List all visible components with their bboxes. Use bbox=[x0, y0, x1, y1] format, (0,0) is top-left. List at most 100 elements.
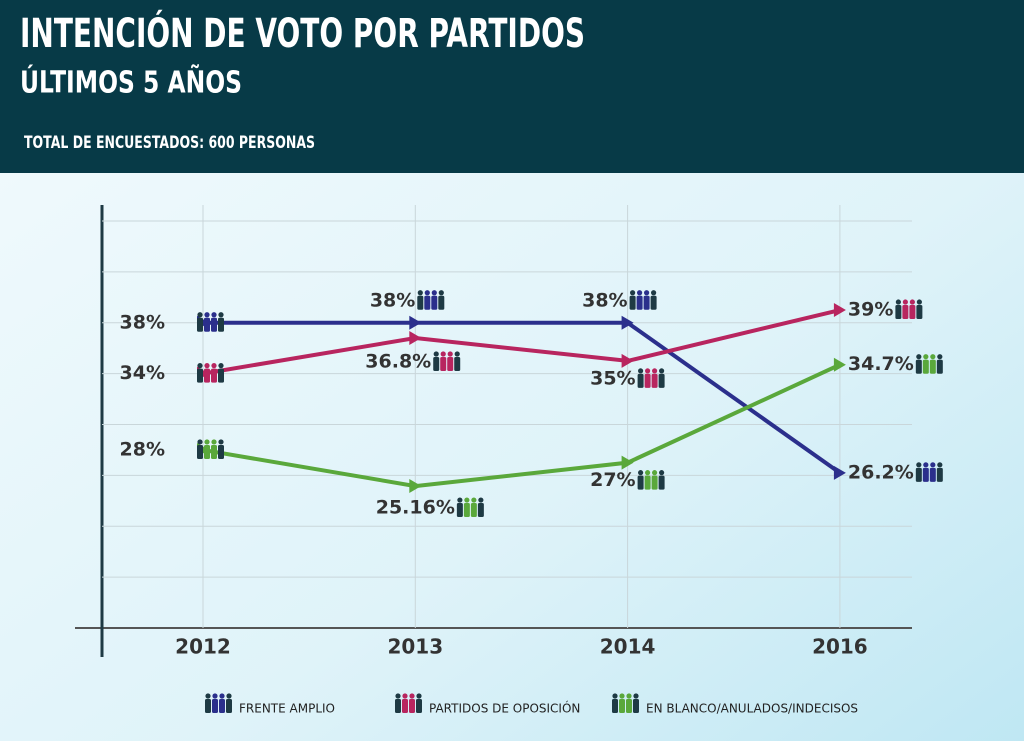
legend-label: EN BLANCO/ANULADOS/INDECISOS bbox=[646, 702, 858, 716]
icon-head bbox=[395, 693, 401, 699]
value-label: 27% bbox=[590, 469, 635, 491]
icon-body bbox=[204, 368, 210, 383]
icon-body bbox=[226, 699, 232, 713]
icon-head bbox=[633, 693, 639, 699]
icon-body bbox=[637, 373, 644, 388]
icon-head bbox=[409, 693, 415, 699]
icon-head bbox=[438, 290, 444, 296]
icon-body bbox=[197, 317, 203, 332]
value-label: 38% bbox=[370, 289, 415, 311]
icon-head bbox=[219, 693, 225, 699]
icon-head bbox=[937, 462, 943, 468]
title: INTENCIÓN DE VOTO POR PARTIDOS bbox=[20, 9, 585, 57]
note: TOTAL DE ENCUESTADOS: 600 PERSONAS bbox=[24, 133, 315, 153]
icon-head bbox=[402, 693, 408, 699]
icon-body bbox=[902, 305, 909, 320]
icon-head bbox=[659, 368, 665, 374]
subtitle: ÚLTIMOS 5 AÑOS bbox=[20, 64, 242, 101]
icon-head bbox=[433, 351, 439, 357]
icon-body bbox=[440, 357, 447, 372]
icon-head bbox=[197, 363, 203, 369]
icon-head bbox=[417, 290, 423, 296]
icon-head bbox=[218, 439, 224, 445]
icon-body bbox=[929, 359, 936, 374]
icon-body bbox=[470, 503, 477, 518]
icon-head bbox=[478, 497, 484, 503]
people-icon bbox=[915, 462, 943, 482]
icon-body bbox=[431, 295, 438, 310]
icon-body bbox=[433, 357, 440, 372]
icon-body bbox=[633, 699, 639, 713]
value-label: 34.7% bbox=[848, 353, 914, 375]
icon-head bbox=[652, 470, 658, 476]
icon-body bbox=[454, 357, 461, 372]
series-line bbox=[202, 362, 841, 489]
value-label: 34% bbox=[120, 362, 165, 384]
icon-head bbox=[645, 470, 651, 476]
icon-body bbox=[936, 467, 943, 482]
icon-head bbox=[645, 368, 651, 374]
icon-head bbox=[930, 462, 936, 468]
icon-body bbox=[658, 373, 665, 388]
header bbox=[0, 0, 1024, 173]
icon-body bbox=[219, 699, 225, 713]
people-icon bbox=[417, 290, 445, 310]
icon-head bbox=[930, 354, 936, 360]
icon-head bbox=[204, 439, 210, 445]
x-tick-label: 2016 bbox=[812, 635, 868, 659]
icon-body bbox=[915, 467, 922, 482]
icon-head bbox=[612, 693, 618, 699]
icon-body bbox=[197, 444, 203, 459]
legend-label: PARTIDOS DE OPOSICIÓN bbox=[429, 701, 580, 716]
icon-body bbox=[650, 295, 657, 310]
icon-head bbox=[218, 312, 224, 318]
icon-body bbox=[915, 359, 922, 374]
icon-body bbox=[477, 503, 484, 518]
icon-head bbox=[218, 363, 224, 369]
point-marker bbox=[621, 353, 634, 368]
people-icon bbox=[197, 312, 224, 332]
icon-head bbox=[923, 462, 929, 468]
icon-body bbox=[211, 368, 217, 383]
icon-body bbox=[402, 699, 408, 713]
people-icon bbox=[895, 299, 923, 320]
value-label: 26.2% bbox=[848, 461, 914, 483]
value-label: 35% bbox=[590, 367, 635, 389]
value-label: 36.8% bbox=[365, 351, 431, 373]
icon-body bbox=[463, 503, 470, 518]
icon-body bbox=[619, 699, 625, 713]
icon-head bbox=[626, 693, 632, 699]
icon-body bbox=[447, 357, 454, 372]
icon-body bbox=[218, 317, 224, 332]
icon-head bbox=[204, 363, 210, 369]
icon-body bbox=[651, 373, 658, 388]
icon-head bbox=[211, 312, 217, 318]
people-icon bbox=[197, 363, 224, 383]
point-marker bbox=[409, 331, 422, 346]
icon-head bbox=[464, 497, 470, 503]
x-tick-label: 2014 bbox=[600, 635, 656, 659]
icon-body bbox=[218, 444, 224, 459]
people-icon bbox=[205, 693, 232, 713]
icon-head bbox=[440, 351, 446, 357]
point-marker bbox=[833, 357, 846, 372]
value-label: 38% bbox=[120, 311, 165, 333]
icon-body bbox=[895, 305, 902, 320]
icon-body bbox=[929, 467, 936, 482]
icon-body bbox=[637, 475, 644, 490]
series-line bbox=[203, 320, 842, 475]
people-icon bbox=[612, 693, 639, 713]
icon-body bbox=[205, 699, 211, 713]
icon-body bbox=[211, 317, 217, 332]
icon-head bbox=[644, 290, 650, 296]
icon-head bbox=[226, 693, 232, 699]
people-icon bbox=[637, 368, 665, 388]
icon-head bbox=[454, 351, 460, 357]
icon-head bbox=[895, 299, 901, 305]
icon-head bbox=[205, 693, 211, 699]
x-tick-label: 2013 bbox=[387, 635, 443, 659]
value-label: 39% bbox=[848, 299, 893, 321]
people-icon bbox=[197, 439, 224, 459]
icon-head bbox=[197, 312, 203, 318]
icon-body bbox=[204, 317, 210, 332]
